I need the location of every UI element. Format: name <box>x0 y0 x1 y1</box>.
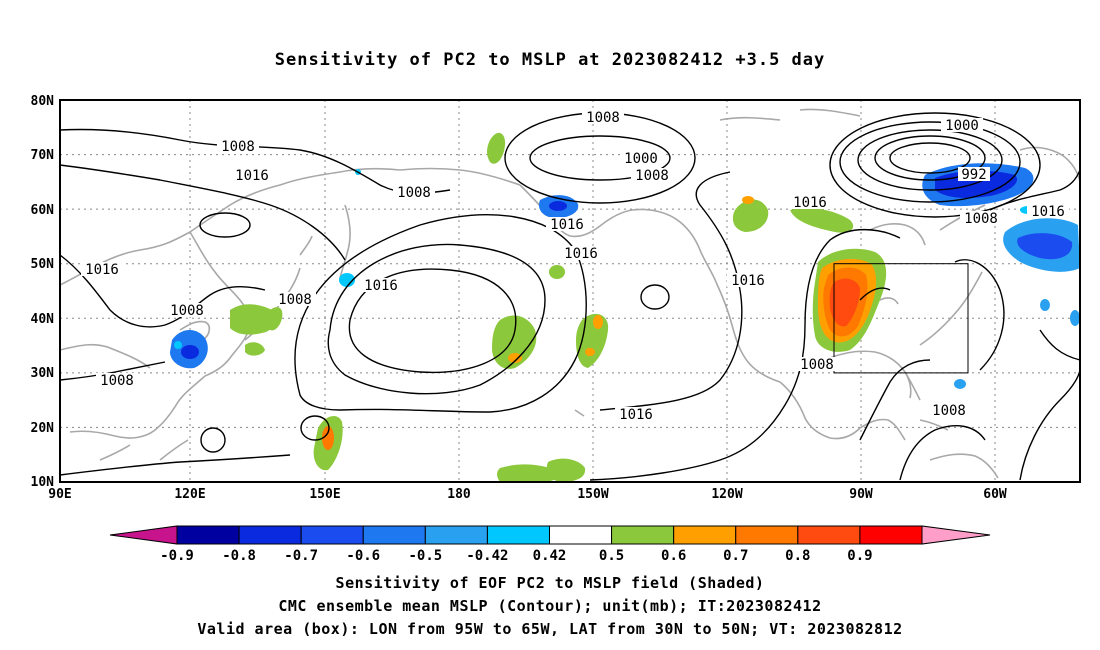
lat-tick-label: 80N <box>31 94 55 109</box>
contour-label: 1016 <box>235 168 269 184</box>
contour-label: 1008 <box>221 139 255 155</box>
colorbar-labels: -0.9 -0.8 -0.7 -0.6 -0.5 -0.42 0.42 0.5 0.6 0.7 0.… <box>160 548 872 564</box>
colorbar-cell <box>735 525 799 545</box>
lon-tick-label: 120W <box>711 487 742 502</box>
colorbar-cell <box>238 525 302 545</box>
colorbar-label: 0.6 <box>661 548 686 564</box>
caption-line-3: Valid area (box): LON from 95W to 65W, L… <box>197 620 903 638</box>
colorbar-label: -0.42 <box>466 548 508 564</box>
contour-label: 1000 <box>945 118 979 134</box>
lon-tick-label: 120E <box>174 487 205 502</box>
lon-tick-label: 150W <box>577 487 608 502</box>
contour-label: 1016 <box>619 407 653 423</box>
colorbar-cell <box>362 525 426 545</box>
lon-tick-label: 90W <box>849 487 873 502</box>
contour-label: 992 <box>961 167 986 183</box>
colorbar-label: -0.6 <box>346 548 380 564</box>
caption-line-2: CMC ensemble mean MSLP (Contour); unit(m… <box>278 597 822 615</box>
contour-label: 1008 <box>635 168 669 184</box>
map-background <box>60 100 1080 482</box>
contour-label: 1016 <box>564 246 598 262</box>
lon-tick-labels: 90E 120E 150E 180 150W 120W 90W 60W <box>48 487 1007 502</box>
contour-label: 1008 <box>100 373 134 389</box>
contour-label: 1016 <box>1031 204 1065 220</box>
contour-label: 1008 <box>964 211 998 227</box>
lon-tick-label: 90E <box>48 487 71 502</box>
contour-label: 1008 <box>800 357 834 373</box>
colorbar-label: 0.7 <box>723 548 748 564</box>
colorbar-cell <box>673 525 737 545</box>
colorbar: -0.9 -0.8 -0.7 -0.6 -0.5 -0.42 0.42 0.5 0.6 0.7 0.… <box>109 525 991 564</box>
colorbar-label: -0.8 <box>222 548 256 564</box>
contour-label: 1016 <box>550 217 584 233</box>
lon-tick-label: 180 <box>447 487 471 502</box>
graticule <box>60 100 1080 482</box>
colorbar-label: 0.5 <box>599 548 624 564</box>
contour-labels: 1008 1016 1008 1008 1000 1008 1000 992 1… <box>81 110 1069 423</box>
colorbar-cell <box>176 525 240 545</box>
contour-label: 1016 <box>85 262 119 278</box>
lat-tick-label: 30N <box>31 366 55 381</box>
contour-label: 1008 <box>278 292 312 308</box>
colorbar-cell <box>424 525 488 545</box>
lat-tick-label: 10N <box>31 475 55 490</box>
contour-label: 1016 <box>793 195 827 211</box>
lon-tick-label: 60W <box>983 487 1007 502</box>
lat-tick-label: 70N <box>31 148 55 163</box>
chart-title: Sensitivity of PC2 to MSLP at 2023082412… <box>274 50 826 70</box>
colorbar-label: -0.5 <box>408 548 442 564</box>
contour-label: 1008 <box>586 110 620 126</box>
lat-tick-labels: 80N 70N 60N 50N 40N 30N 20N 10N <box>31 94 55 490</box>
colorbar-label: 0.42 <box>533 548 567 564</box>
contour-label: 1000 <box>624 151 658 167</box>
colorbar-label: -0.9 <box>160 548 194 564</box>
colorbar-label: 0.9 <box>847 548 872 564</box>
contour-label: 1008 <box>932 403 966 419</box>
map-frame <box>59 99 1081 483</box>
caption-line-1: Sensitivity of EOF PC2 to MSLP field (Sh… <box>335 574 765 592</box>
colorbar-cells <box>176 525 923 545</box>
contour-label: 1016 <box>364 278 398 294</box>
colorbar-label: 0.8 <box>785 548 810 564</box>
colorbar-low-arrow <box>109 525 178 545</box>
lat-tick-label: 60N <box>31 203 55 218</box>
colorbar-cell <box>797 525 861 545</box>
valid-area-box <box>833 263 969 374</box>
lon-tick-label: 150E <box>309 487 340 502</box>
lat-tick-label: 40N <box>31 312 55 327</box>
colorbar-cell <box>300 525 364 545</box>
lat-tick-label: 20N <box>31 421 55 436</box>
sensitivity-shading <box>170 132 1080 482</box>
colorbar-label: -0.7 <box>284 548 318 564</box>
lat-tick-label: 50N <box>31 257 55 272</box>
contour-label: 1008 <box>170 303 204 319</box>
mslp-contours <box>59 112 1081 481</box>
colorbar-cell <box>859 525 923 545</box>
contour-label: 1016 <box>731 273 765 289</box>
colorbar-cell <box>611 525 675 545</box>
colorbar-cell <box>549 525 613 545</box>
colorbar-cell <box>486 525 550 545</box>
colorbar-high-arrow <box>921 525 991 545</box>
contour-label: 1008 <box>397 185 431 201</box>
